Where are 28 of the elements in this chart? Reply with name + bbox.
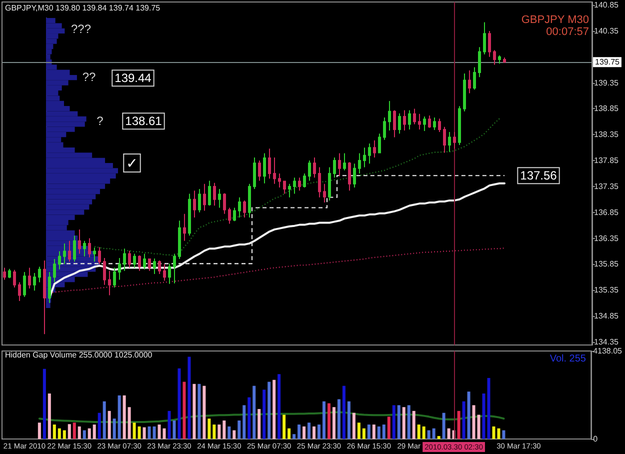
- annotation: 00:07:57: [546, 26, 589, 38]
- y-tick-label: 140.85: [594, 0, 620, 10]
- y-tick-label: 140.35: [594, 26, 620, 36]
- annotation: 139.44: [114, 71, 152, 86]
- y-tick-label: 136.85: [594, 208, 620, 217]
- annotation: GBPJPY M30: [521, 14, 589, 26]
- y-tick-label: 134.85: [594, 311, 620, 320]
- y-tick-label: 137.35: [594, 182, 620, 191]
- ref-line-label: 139.75: [595, 58, 620, 67]
- y-tick-label: 138.85: [594, 104, 620, 114]
- annotation: ??: [82, 70, 96, 84]
- annotation: ???: [70, 22, 92, 36]
- y-tick-label: 138.35: [594, 130, 620, 140]
- annotation: Vol. 255: [550, 354, 586, 364]
- annotation: ✓: [126, 155, 138, 171]
- y-tick-label: 139.35: [594, 78, 620, 88]
- y-tick-label: 135.35: [594, 286, 620, 295]
- annotation: ?: [96, 114, 104, 128]
- annotation: 137.56: [520, 168, 558, 183]
- annotation: 138.61: [125, 114, 162, 128]
- y-tick-label: 0: [593, 434, 598, 444]
- y-tick-label: 4138.05: [593, 346, 623, 356]
- y-tick-label: 135.85: [594, 260, 620, 269]
- y-tick-label: 136.35: [594, 234, 620, 243]
- y-tick-label: 137.85: [594, 156, 620, 166]
- chart-title: GBPJPY,M30 139.80 139.84 139.74 139.75: [5, 4, 161, 12]
- chart-title: Hidden Gap Volume 255.0000 1025.0000: [5, 350, 153, 360]
- y-tick-label: 134.35: [594, 337, 620, 346]
